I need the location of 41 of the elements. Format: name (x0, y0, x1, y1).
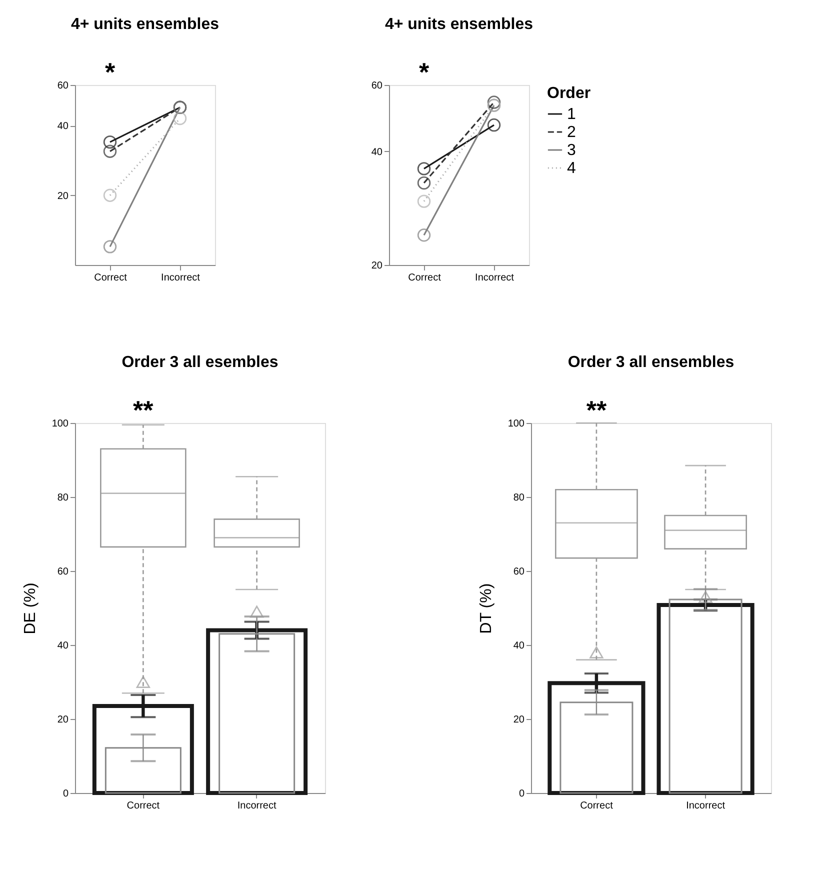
annotation: ** (586, 395, 608, 425)
annotation: ** (133, 395, 154, 425)
legend-label: 4 (567, 160, 576, 177)
x-tick-label: Correct (126, 800, 160, 812)
y-tick-label: 80 (57, 492, 69, 504)
y-tick-label: 60 (371, 80, 383, 92)
y-tick-label: 0 (62, 788, 69, 800)
y-tick-label: 20 (57, 714, 69, 726)
y-tick-label: 60 (57, 566, 69, 578)
x-tick-label: Incorrect (237, 800, 276, 812)
y-tick-label: 40 (57, 640, 69, 652)
y-tick-label: 100 (508, 418, 525, 430)
x-tick-label: Incorrect (475, 272, 514, 284)
chart-title: 4+ units ensembles (384, 16, 534, 33)
chart-title: Order 3 all ensembles (568, 354, 734, 371)
y-tick-label: 40 (371, 146, 383, 158)
x-tick-label: Correct (580, 800, 614, 812)
x-tick-label: Incorrect (161, 272, 200, 284)
legend-label: 1 (567, 106, 576, 123)
y-axis-title: DE (%) (22, 582, 39, 634)
legend-title: Order (547, 85, 591, 102)
y-tick-label: 20 (371, 260, 383, 272)
annotation: * (418, 57, 430, 87)
x-tick-label: Correct (94, 272, 128, 284)
y-tick-label: 20 (513, 714, 525, 726)
y-tick-label: 40 (513, 640, 525, 652)
y-tick-label: 100 (52, 418, 69, 430)
y-tick-label: 60 (513, 566, 525, 578)
annotation: * (104, 57, 116, 87)
x-tick-label: Correct (408, 272, 442, 284)
y-tick-label: 60 (57, 80, 69, 92)
y-tick-label: 0 (518, 788, 525, 800)
y-axis-title: DT (%) (478, 583, 495, 634)
chart-title: Order 3 all esembles (122, 354, 278, 371)
legend-label: 2 (567, 124, 576, 141)
y-tick-label: 40 (57, 121, 69, 132)
y-tick-label: 80 (513, 492, 525, 504)
legend-label: 3 (567, 142, 576, 159)
y-tick-label: 20 (57, 190, 69, 202)
chart-title: 4+ units ensembles (70, 16, 220, 33)
x-tick-label: Incorrect (686, 800, 726, 812)
